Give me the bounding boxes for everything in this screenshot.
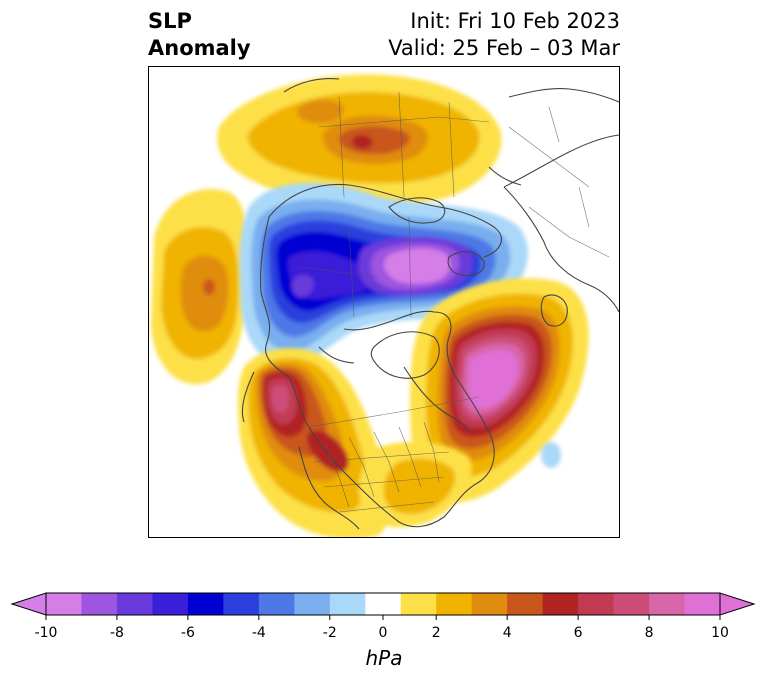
colorbar-segment: [329, 593, 366, 615]
colorbar-unit-label: hPa: [365, 646, 403, 670]
colorbar-segment: [400, 593, 437, 615]
forecast-dates: Init: Fri 10 Feb 2023 Valid: 25 Feb – 03…: [388, 8, 620, 62]
colorbar-segment: [294, 593, 331, 615]
colorbar-segment: [542, 593, 579, 615]
colorbar-segment: [436, 593, 473, 615]
colorbar-segment: [613, 593, 650, 615]
anomaly-map: [148, 66, 620, 538]
colorbar-tick-label: 0: [378, 625, 388, 641]
colorbar-segments: [46, 593, 721, 615]
colorbar-tick-label: -8: [109, 625, 124, 641]
valid-range: Valid: 25 Feb – 03 Mar: [388, 36, 620, 60]
colorbar-segment: [649, 593, 686, 615]
colorbar-segment: [471, 593, 508, 615]
title-line-variable: SLP: [148, 9, 192, 33]
colorbar-tick-label: 2: [431, 625, 441, 641]
colorbar-extend-min: [10, 592, 47, 616]
colorbar-segment: [46, 593, 82, 615]
positive-anomaly-siberia: [217, 74, 502, 207]
colorbar-segment: [152, 593, 189, 615]
colorbar-tick-label: 10: [711, 625, 729, 641]
colorbar-extend-max: [719, 592, 756, 616]
anomaly-map-svg: [151, 74, 619, 537]
negative-anomaly-canada-arctic: [239, 183, 528, 368]
positive-anomaly-north-atlantic: [410, 278, 589, 502]
init-date: Init: Fri 10 Feb 2023: [410, 9, 620, 33]
colorbar: [10, 592, 756, 620]
colorbar-segment: [365, 593, 402, 615]
colorbar-tick-label: 6: [573, 625, 583, 641]
colorbar-tick-label: 8: [644, 625, 654, 641]
colorbar-segment: [258, 593, 295, 615]
coastlines: [241, 78, 619, 530]
map-title: SLP Anomaly: [148, 8, 251, 62]
colorbar-segment: [684, 593, 721, 615]
political-borders: [298, 91, 610, 513]
colorbar-segment: [187, 593, 224, 615]
colorbar-segment: [116, 593, 153, 615]
colorbar-tick-label: -2: [322, 625, 337, 641]
colorbar-segment: [507, 593, 544, 615]
positive-anomaly-northeast-pacific: [237, 348, 472, 537]
colorbar-segment: [578, 593, 615, 615]
colorbar-tick-label: -10: [34, 625, 58, 641]
title-line-type: Anomaly: [148, 36, 251, 60]
colorbar-tick-label: 4: [502, 625, 512, 641]
colorbar-segment: [81, 593, 118, 615]
colorbar-tick-label: -4: [251, 625, 266, 641]
colorbar-segment: [223, 593, 260, 615]
positive-anomaly-north-pacific: [151, 189, 248, 385]
colorbar-tick-label: -6: [180, 625, 195, 641]
